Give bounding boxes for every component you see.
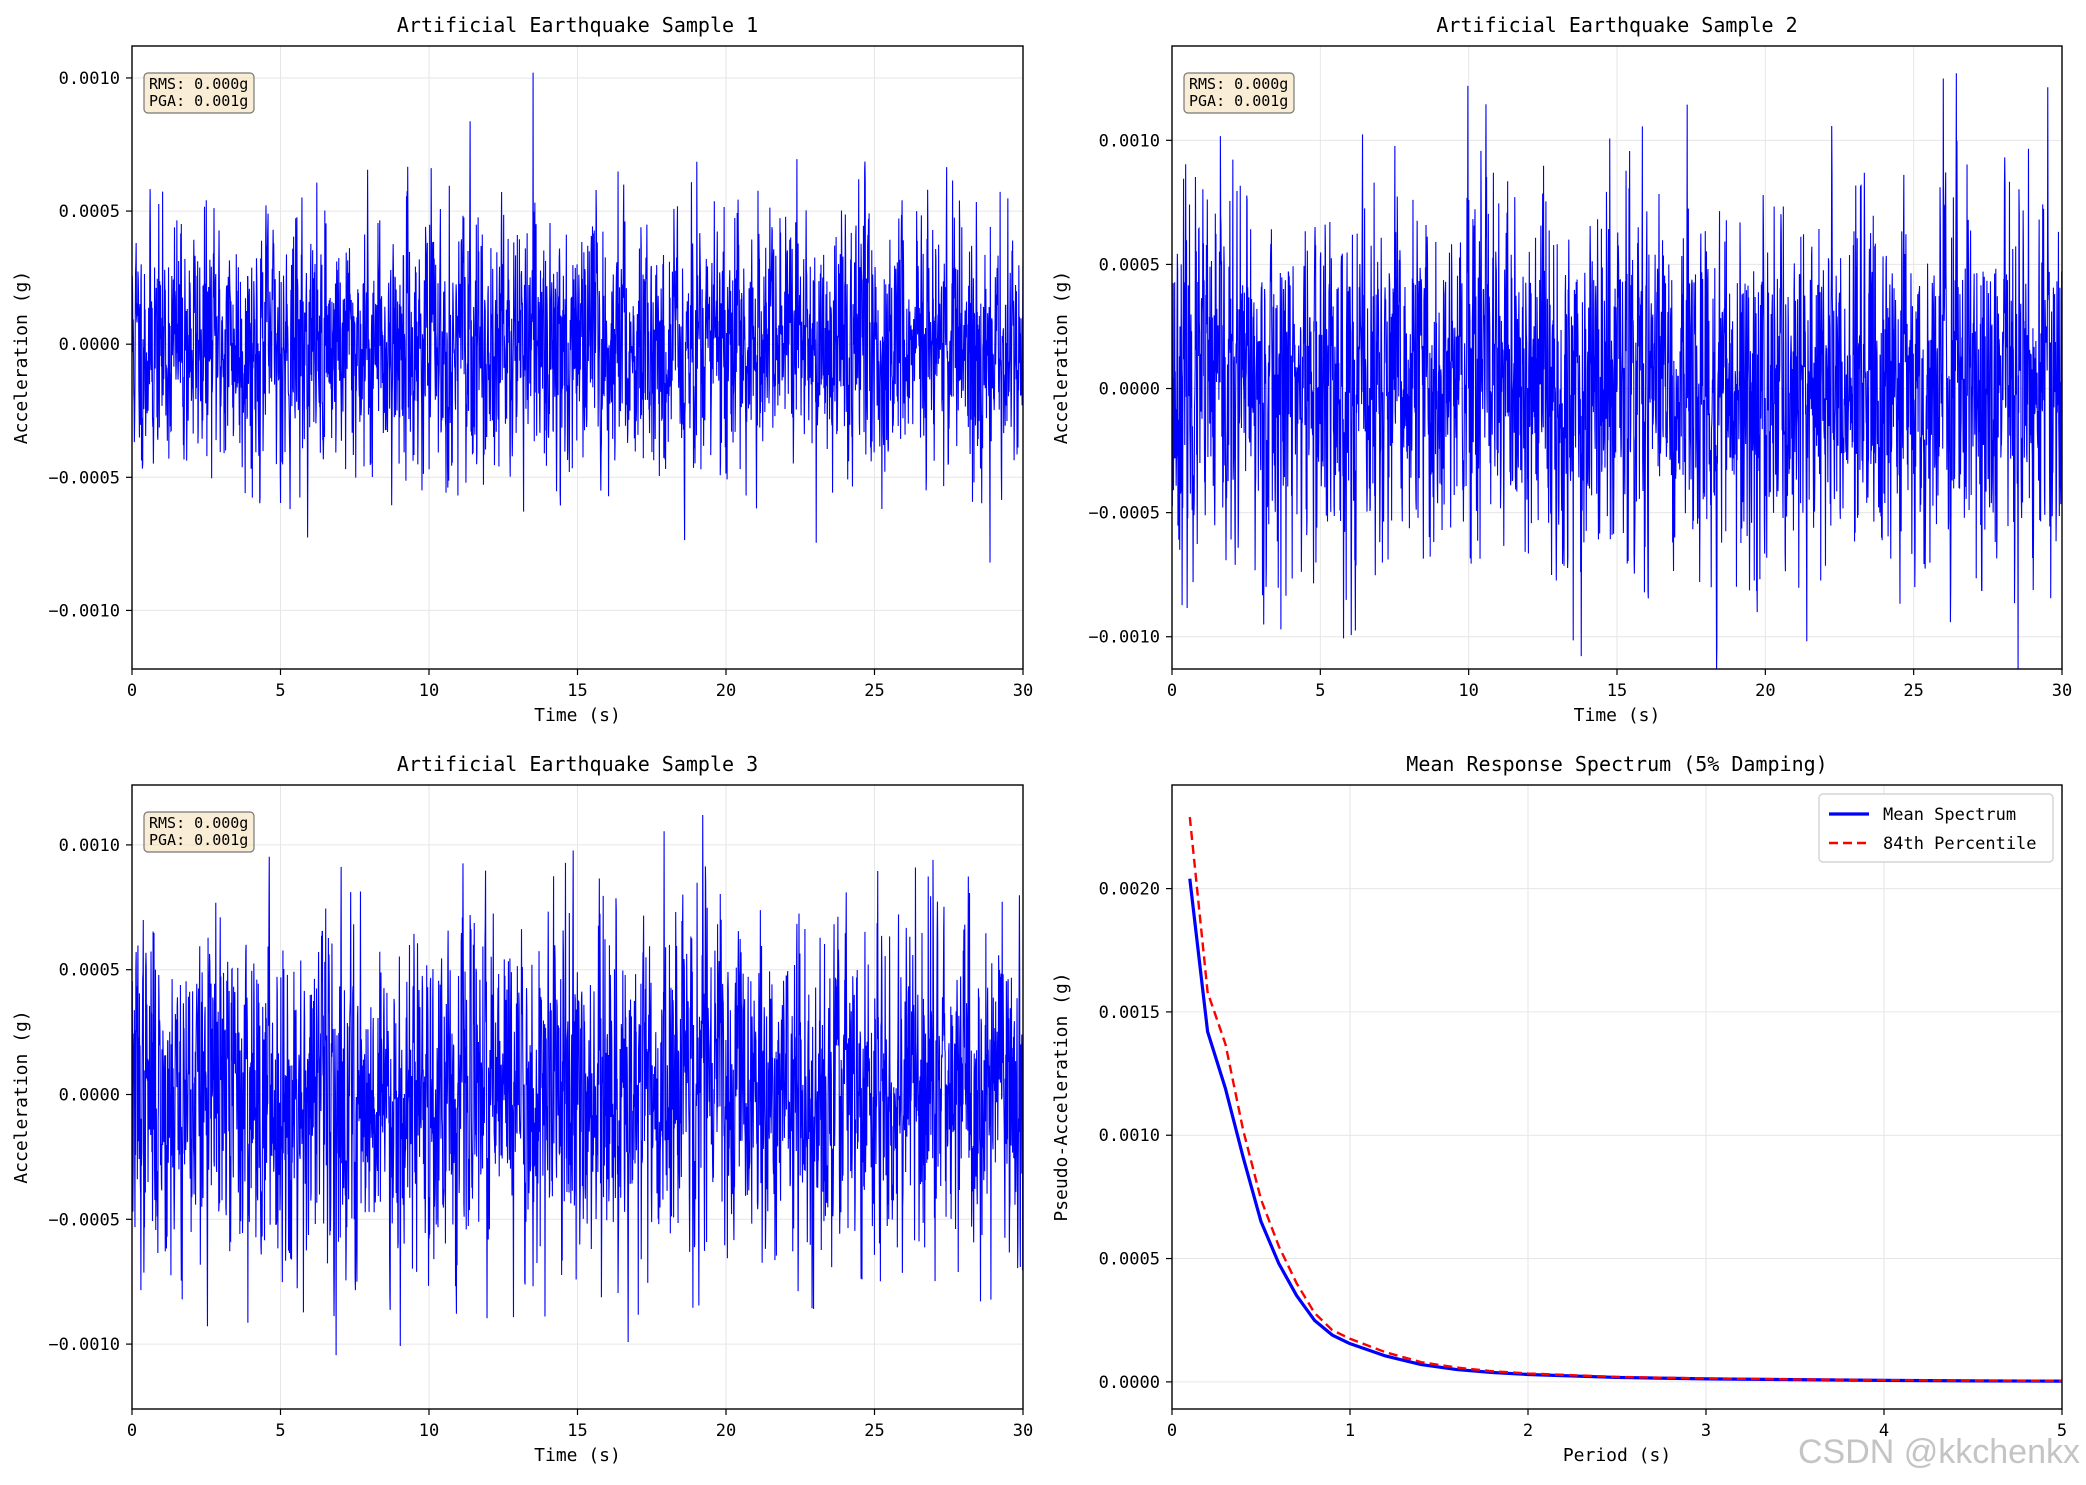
x-tick-label: 5 [275, 681, 285, 701]
y-tick-label: 0.0000 [59, 1086, 120, 1106]
y-axis-label: Acceleration (g) [11, 271, 32, 444]
y-tick-label: −0.0010 [48, 1335, 120, 1355]
x-tick-label: 25 [864, 681, 884, 701]
x-tick-label: 15 [1607, 681, 1627, 701]
acceleration-series-line [132, 72, 1023, 563]
y-tick-label: −0.0010 [48, 601, 120, 621]
y-tick-label: −0.0010 [1088, 628, 1160, 648]
plot-area [1172, 73, 2062, 669]
acceleration-series-line [132, 814, 1023, 1356]
y-tick-label: 0.0000 [1099, 380, 1160, 400]
stats-box [1183, 72, 1295, 114]
x-tick-label: 1 [1345, 1421, 1355, 1441]
x-tick-label: 2 [1523, 1421, 1533, 1441]
y-tick-label: 0.0010 [59, 836, 120, 856]
y-tick-label: −0.0005 [48, 468, 120, 488]
chart-panel-1: 0 5 10 15 20 25 30 −0.0010 −0.0005 0.0000 0.0005 0.… [11, 13, 1033, 726]
x-tick-label: 5 [275, 1421, 285, 1441]
y-tick-label: 0.0005 [1099, 255, 1160, 275]
stats-box [143, 811, 255, 853]
x-tick-label: 5 [1315, 681, 1325, 701]
x-axis-label: Period (s) [1563, 1445, 1671, 1466]
x-axis-label: Time (s) [1574, 705, 1661, 726]
chart-title: Artificial Earthquake Sample 3 [397, 752, 758, 776]
y-tick-label: 0.0010 [1099, 1126, 1160, 1146]
rms-stat-text: RMS: 0.000g [1189, 75, 1288, 93]
y-tick-label: 0.0010 [59, 69, 120, 89]
y-tick-label: −0.0005 [48, 1210, 120, 1230]
x-tick-label: 0 [127, 1421, 137, 1441]
y-tick-label: 0.0005 [59, 961, 120, 981]
plot-area [132, 814, 1023, 1356]
chart-panel-4: 0 1 2 3 4 5 0.0000 0.0005 0.0010 0.0015 0.0020 Mean… [1051, 752, 2067, 1466]
y-tick-label: 0.0005 [59, 202, 120, 222]
plot-area [1188, 816, 2062, 1383]
pga-stat-text: PGA: 0.001g [149, 92, 248, 110]
y-axis-label: Acceleration (g) [11, 1010, 32, 1183]
y-axis-label: Pseudo-Acceleration (g) [1051, 972, 1072, 1221]
stats-box [143, 72, 255, 114]
x-tick-label: 4 [1879, 1421, 1889, 1441]
x-tick-label: 25 [1903, 681, 1923, 701]
x-tick-label: 5 [2057, 1421, 2067, 1441]
x-tick-label: 20 [1755, 681, 1775, 701]
x-tick-label: 30 [2052, 681, 2072, 701]
y-tick-label: 0.0000 [1099, 1373, 1160, 1393]
x-tick-label: 25 [864, 1421, 884, 1441]
chart-title: Mean Response Spectrum (5% Damping) [1406, 752, 1827, 776]
legend-entry-label: Mean Spectrum [1883, 805, 2016, 825]
legend-entry-label: 84th Percentile [1883, 834, 2037, 854]
watermark: CSDN @kkchenkx [1798, 1433, 2080, 1471]
pga-stat-text: PGA: 0.001g [149, 831, 248, 849]
x-tick-label: 0 [1167, 1421, 1177, 1441]
plot-area [132, 72, 1023, 563]
y-tick-label: 0.0000 [59, 335, 120, 355]
x-tick-label: 20 [716, 1421, 736, 1441]
y-tick-label: 0.0015 [1099, 1003, 1160, 1023]
x-tick-label: 10 [419, 1421, 439, 1441]
x-tick-label: 15 [567, 1421, 587, 1441]
y-tick-label: 0.0005 [1099, 1250, 1160, 1270]
percentile84-series-line [1188, 816, 2062, 1383]
pga-stat-text: PGA: 0.001g [1189, 92, 1288, 110]
rms-stat-text: RMS: 0.000g [149, 814, 248, 832]
x-tick-label: 10 [419, 681, 439, 701]
x-tick-label: 10 [1458, 681, 1478, 701]
x-axis-label: Time (s) [534, 705, 621, 726]
x-tick-label: 30 [1013, 681, 1033, 701]
chart-panel-3: 0 5 10 15 20 25 30 −0.0010 −0.0005 0.0000 0.0005 0.… [11, 752, 1033, 1466]
x-tick-label: 3 [1701, 1421, 1711, 1441]
y-axis-label: Acceleration (g) [1051, 271, 1072, 444]
x-tick-label: 30 [1013, 1421, 1033, 1441]
y-tick-label: 0.0020 [1099, 880, 1160, 900]
y-tick-label: −0.0005 [1088, 504, 1160, 524]
chart-title: Artificial Earthquake Sample 1 [397, 13, 758, 37]
y-tick-label: 0.0010 [1099, 131, 1160, 151]
x-axis-label: Time (s) [534, 1445, 621, 1466]
chart-panel-2: 0 5 10 15 20 25 30 −0.0010 −0.0005 0.0000 0.0005 0.… [1051, 13, 2072, 726]
axes-frame [1171, 784, 2063, 1410]
x-tick-label: 0 [1167, 681, 1177, 701]
legend-box [1818, 793, 2054, 863]
x-tick-label: 15 [567, 681, 587, 701]
chart-title: Artificial Earthquake Sample 2 [1436, 13, 1797, 37]
x-tick-label: 0 [127, 681, 137, 701]
acceleration-series-line [1172, 73, 2062, 669]
panels: 0 5 10 15 20 25 30−0.0010−0.00050.00000.00050.… [11, 13, 2072, 1466]
x-tick-label: 20 [716, 681, 736, 701]
rms-stat-text: RMS: 0.000g [149, 75, 248, 93]
